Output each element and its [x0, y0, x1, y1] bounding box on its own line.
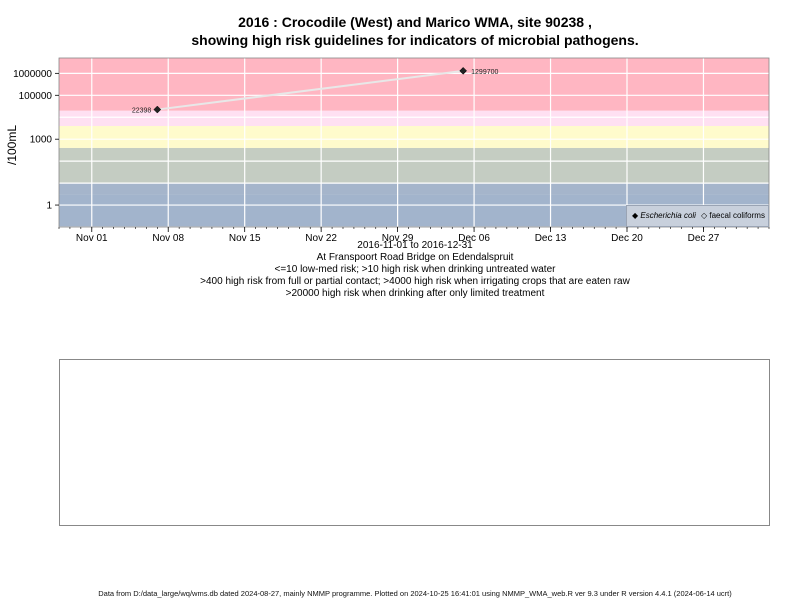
empty-lower-panel	[59, 359, 770, 526]
y-tick-label-1: 1000	[30, 135, 53, 146]
x-tick-label-0: Nov 01	[76, 233, 108, 244]
data-point-0-1	[459, 66, 468, 75]
risk-band-3	[59, 147, 769, 162]
y-axis-label: /100mL	[5, 124, 20, 166]
location-text: At Franspoort Road Bridge on Edendalspru…	[316, 252, 514, 263]
data-label-0-0: 22398	[132, 108, 152, 115]
legend-item-ecoli: ◆ Escherichia coli	[632, 211, 696, 220]
x-tick-label-8: Dec 27	[688, 233, 720, 244]
date-range-text: 2016-11-01 to 2016-12-31	[357, 240, 473, 251]
series-line-0	[157, 69, 464, 111]
risk-band-6	[59, 58, 769, 111]
x-tick-label-5: Dec 06	[458, 233, 490, 244]
chart-title-line1: 2016 : Crocodile (West) and Marico WMA, …	[238, 14, 592, 30]
legend: ◆ Escherichia coli ◇ faecal coliforms	[626, 205, 769, 227]
legend-item-fc: ◇ faecal coliforms	[701, 211, 765, 220]
data-point-0-0	[153, 105, 162, 114]
y-tick-label-2: 100000	[19, 91, 53, 102]
guideline-text-2: >400 high risk from full or partial cont…	[200, 276, 630, 287]
x-tick-label-7: Dec 20	[611, 233, 643, 244]
plot-frame	[58, 57, 770, 228]
risk-band-1	[59, 183, 769, 195]
x-tick-label-2: Nov 15	[229, 233, 261, 244]
footer-note: Data from D:/data_large/wq/wms.db dated …	[98, 589, 732, 598]
guideline-text-3: >20000 high risk when drinking after onl…	[285, 288, 545, 299]
risk-band-2	[59, 161, 769, 184]
x-tick-label-1: Nov 08	[152, 233, 184, 244]
guideline-text-1: <=10 low-med risk; >10 high risk when dr…	[274, 264, 556, 275]
data-label-0-1: 1299700	[471, 69, 498, 76]
risk-band-4	[59, 125, 769, 148]
chart-title-line2: showing high risk guidelines for indicat…	[191, 32, 639, 48]
y-tick-label-0: 1	[46, 201, 52, 212]
legend-fc-label: faecal coliforms	[709, 211, 765, 220]
x-tick-label-6: Dec 13	[535, 233, 567, 244]
legend-ecoli-label: Escherichia coli	[640, 211, 696, 220]
risk-band-5	[59, 110, 769, 126]
x-tick-label-4: Nov 29	[382, 233, 414, 244]
y-tick-label-3: 1000000	[13, 69, 52, 80]
x-tick-label-3: Nov 22	[305, 233, 337, 244]
